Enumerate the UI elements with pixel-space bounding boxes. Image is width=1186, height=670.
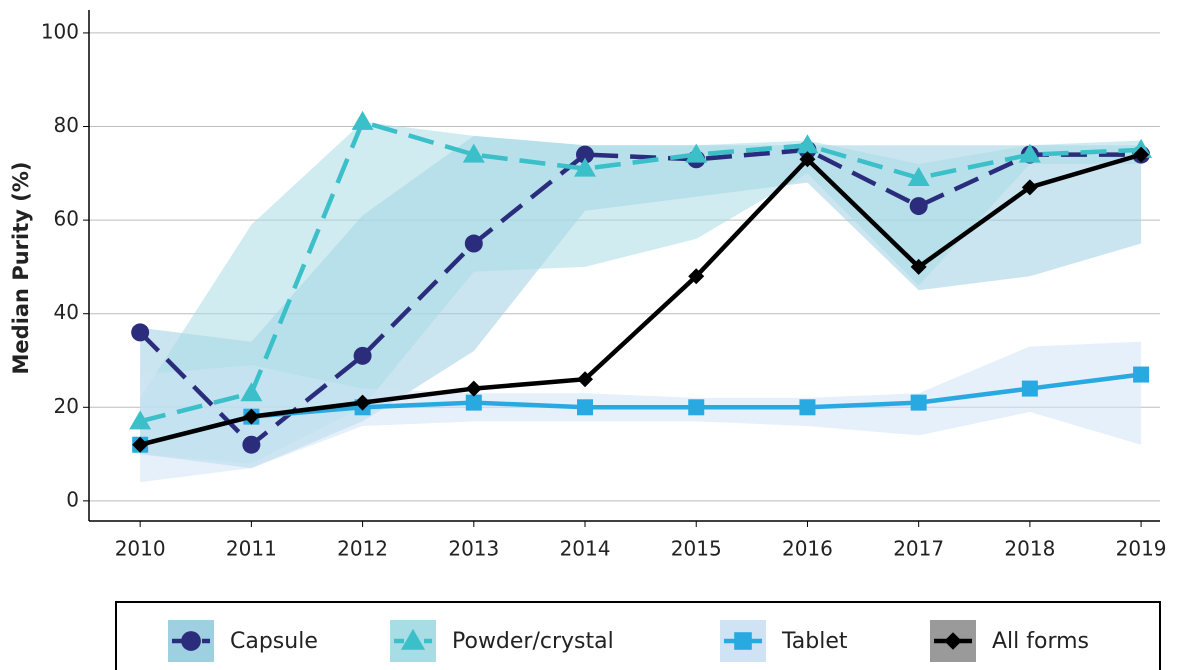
series-line xyxy=(138,147,1142,448)
marker xyxy=(576,145,595,164)
marker xyxy=(799,151,816,168)
legend-label: All forms xyxy=(992,629,1089,654)
y-axis-label: Median Purity (%) xyxy=(9,162,33,375)
marker xyxy=(243,408,260,425)
marker xyxy=(181,631,201,651)
marker xyxy=(462,143,485,163)
marker xyxy=(132,436,149,453)
marker xyxy=(240,382,263,402)
marker xyxy=(910,394,927,411)
x-tick-label: 2011 xyxy=(226,537,277,561)
x-tick-label: 2014 xyxy=(560,537,611,561)
series-line xyxy=(139,119,1142,424)
marker xyxy=(465,380,482,397)
x-tick-label: 2019 xyxy=(1116,537,1167,561)
marker xyxy=(1133,366,1150,383)
marker xyxy=(351,110,374,130)
marker xyxy=(799,399,816,416)
band xyxy=(140,121,1142,464)
marker xyxy=(910,258,927,275)
x-tick-label: 2015 xyxy=(671,537,722,561)
series-line xyxy=(139,372,1142,447)
marker xyxy=(796,134,819,154)
y-tick-label: 80 xyxy=(54,113,79,137)
x-tick-label: 2012 xyxy=(337,537,388,561)
marker xyxy=(465,394,482,411)
marker xyxy=(1021,380,1038,397)
marker xyxy=(577,371,594,388)
marker xyxy=(909,197,928,216)
legend-label: Tablet xyxy=(781,629,848,654)
marker xyxy=(577,399,594,416)
marker xyxy=(734,632,752,650)
marker xyxy=(353,346,372,365)
marker xyxy=(464,234,483,253)
band xyxy=(140,341,1142,483)
y-tick-label: 100 xyxy=(41,19,79,43)
legend-label: Powder/crystal xyxy=(452,629,614,654)
marker xyxy=(685,143,708,163)
y-tick-label: 0 xyxy=(66,487,79,511)
x-tick-label: 2016 xyxy=(782,537,833,561)
y-tick-label: 40 xyxy=(54,300,79,324)
marker xyxy=(1133,146,1150,163)
x-tick-label: 2017 xyxy=(893,537,944,561)
marker xyxy=(242,435,261,454)
y-tick-label: 60 xyxy=(54,207,79,231)
x-tick-label: 2013 xyxy=(448,537,499,561)
marker xyxy=(1018,143,1041,163)
marker xyxy=(907,166,930,186)
y-tick-label: 20 xyxy=(54,394,79,418)
legend-label: Capsule xyxy=(230,629,318,654)
marker xyxy=(129,410,152,430)
marker xyxy=(688,268,705,285)
marker xyxy=(688,399,705,416)
marker xyxy=(1021,179,1038,196)
x-tick-label: 2010 xyxy=(115,537,166,561)
marker xyxy=(131,323,150,342)
legend-box xyxy=(115,601,1161,670)
x-tick-label: 2018 xyxy=(1004,537,1055,561)
marker xyxy=(354,394,371,411)
marker xyxy=(944,632,962,650)
marker xyxy=(400,628,426,650)
marker xyxy=(574,157,597,177)
series-line xyxy=(139,152,1142,447)
